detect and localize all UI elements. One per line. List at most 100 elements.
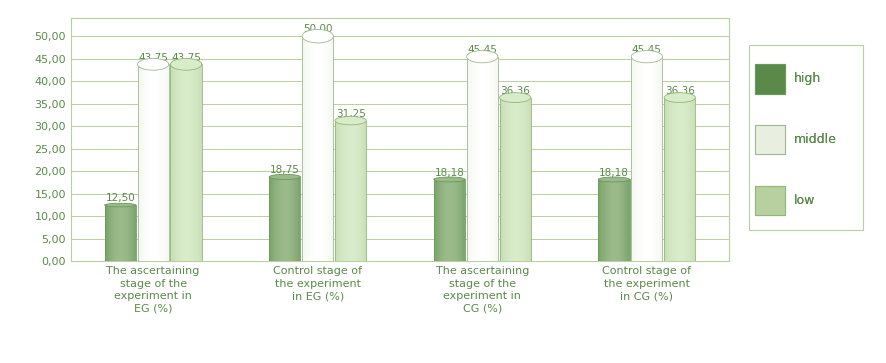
Bar <box>362 121 363 261</box>
Bar <box>337 121 338 261</box>
Ellipse shape <box>631 50 663 63</box>
Bar <box>506 98 507 261</box>
Bar <box>150 64 152 261</box>
FancyBboxPatch shape <box>749 45 864 230</box>
Bar <box>335 121 336 261</box>
Bar <box>127 205 128 261</box>
Bar <box>676 98 677 261</box>
Text: 12,50: 12,50 <box>105 193 136 203</box>
Bar <box>689 98 690 261</box>
Bar <box>128 205 129 261</box>
Bar <box>501 98 502 261</box>
Bar <box>339 121 340 261</box>
Bar <box>672 98 673 261</box>
Bar <box>599 179 601 261</box>
Bar <box>602 179 603 261</box>
Bar <box>176 64 178 261</box>
Bar <box>356 121 357 261</box>
Bar <box>345 121 346 261</box>
Bar <box>639 57 640 261</box>
Bar <box>464 179 465 261</box>
Bar <box>668 98 669 261</box>
Bar <box>361 121 362 261</box>
Ellipse shape <box>500 93 531 102</box>
Bar <box>649 57 650 261</box>
Bar <box>274 177 275 261</box>
Bar <box>138 64 140 261</box>
Bar <box>354 121 356 261</box>
Bar <box>322 36 323 261</box>
Bar <box>692 98 694 261</box>
Bar <box>439 179 440 261</box>
Bar <box>194 64 196 261</box>
Bar <box>328 36 330 261</box>
Bar <box>691 98 692 261</box>
Bar <box>110 205 111 261</box>
Bar <box>685 98 686 261</box>
Bar <box>688 98 689 261</box>
Bar <box>690 98 691 261</box>
Bar <box>326 36 327 261</box>
Bar <box>295 177 296 261</box>
Ellipse shape <box>664 256 696 266</box>
Text: high: high <box>794 73 821 85</box>
Bar <box>648 57 649 261</box>
Bar <box>484 57 485 261</box>
Bar <box>440 179 441 261</box>
Bar <box>647 57 648 261</box>
Bar <box>667 98 668 261</box>
Bar <box>324 36 325 261</box>
Bar <box>604 179 606 261</box>
Bar <box>528 98 529 261</box>
FancyBboxPatch shape <box>755 125 784 154</box>
Bar <box>437 179 438 261</box>
Bar <box>124 205 126 261</box>
Ellipse shape <box>170 58 202 70</box>
Bar <box>302 36 303 261</box>
Bar <box>277 177 278 261</box>
Bar <box>290 177 291 261</box>
Bar <box>456 179 458 261</box>
Bar <box>636 57 638 261</box>
Bar <box>154 64 155 261</box>
Bar <box>197 64 198 261</box>
FancyBboxPatch shape <box>755 186 784 215</box>
Bar <box>132 205 133 261</box>
Bar <box>196 64 197 261</box>
Bar <box>363 121 364 261</box>
Bar <box>679 98 680 261</box>
Bar <box>190 64 191 261</box>
Bar <box>341 121 342 261</box>
Bar <box>680 98 682 261</box>
Bar <box>666 98 667 261</box>
Bar <box>270 177 271 261</box>
Ellipse shape <box>335 117 366 125</box>
Bar <box>485 57 486 261</box>
Bar <box>601 179 602 261</box>
Text: 45,45: 45,45 <box>467 45 497 55</box>
Bar <box>158 64 159 261</box>
Bar <box>482 57 484 261</box>
Bar <box>137 64 169 261</box>
Bar <box>187 64 188 261</box>
Bar <box>462 179 464 261</box>
Bar <box>480 57 481 261</box>
Bar <box>346 121 347 261</box>
Bar <box>438 179 439 261</box>
Text: middle: middle <box>794 133 837 146</box>
Bar <box>302 36 333 261</box>
Bar <box>434 179 465 261</box>
Bar <box>164 64 165 261</box>
Bar <box>269 177 270 261</box>
Bar <box>524 98 525 261</box>
Bar <box>519 98 520 261</box>
Bar <box>292 177 293 261</box>
Bar <box>281 177 282 261</box>
Bar <box>155 64 156 261</box>
Bar <box>659 57 660 261</box>
Bar <box>291 177 292 261</box>
Bar <box>654 57 656 261</box>
Text: 36,36: 36,36 <box>664 86 695 96</box>
Bar <box>621 179 622 261</box>
Bar <box>642 57 644 261</box>
